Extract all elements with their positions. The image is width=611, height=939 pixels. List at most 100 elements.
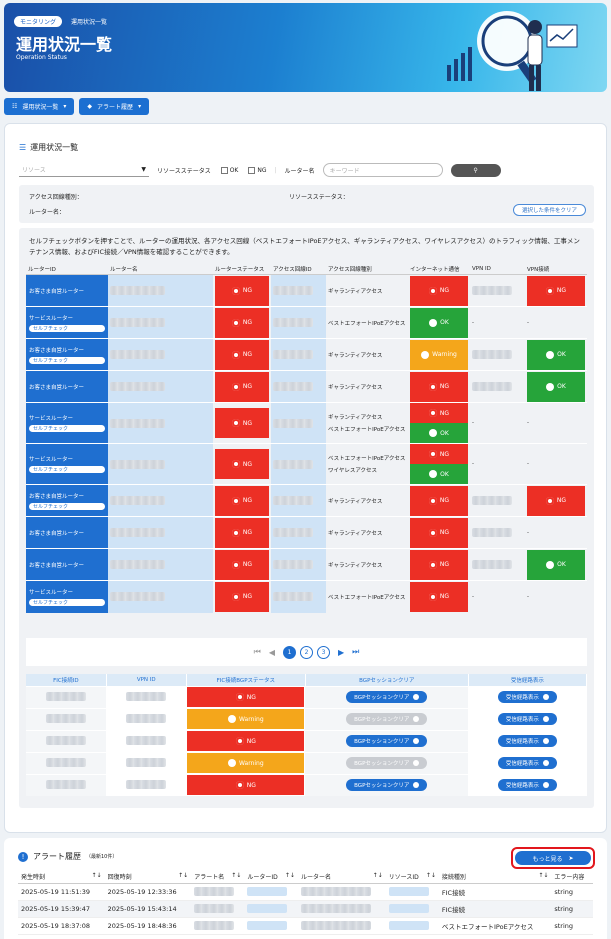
redacted-value (126, 735, 167, 745)
router-id-cell: お客さま自営ルーター (26, 274, 108, 307)
route-display-button[interactable]: 受信経路表示 (497, 691, 557, 703)
redacted-value (126, 713, 167, 723)
status-icon (231, 528, 240, 537)
column-header-label: ルーターID (247, 874, 278, 882)
clear-conditions-button[interactable]: 選択した条件をクリア (512, 204, 586, 216)
last-page-icon[interactable]: ⏭ (352, 647, 360, 656)
router-status-badge: NG (215, 408, 269, 438)
self-check-button[interactable]: セルフチェック (29, 425, 105, 432)
internet-status-badge: OK (410, 464, 468, 484)
route-display-button[interactable]: 受信経路表示 (497, 713, 557, 725)
router-id-block: サービスルーター セルフチェック (26, 312, 108, 334)
bgp-status-cell: Warning (186, 751, 306, 774)
page-2-button[interactable]: 2 (300, 645, 313, 659)
router-type: サービスルーター (29, 589, 74, 596)
nav-alert-history-button[interactable]: ◆ アラート履歴 ▾ (79, 98, 150, 115)
sort-icon[interactable]: ↑↓ (91, 872, 102, 880)
vpn-status-badge: NG (527, 485, 585, 516)
redacted-value (110, 496, 165, 505)
self-check-button[interactable]: セルフチェック (29, 598, 105, 606)
status-icon (231, 496, 240, 505)
prev-page-icon[interactable]: ◀ (268, 647, 275, 657)
internet-status-badge: OK (410, 307, 468, 338)
sort-icon[interactable]: ↑↓ (425, 872, 436, 880)
internet-status-badge: NG (410, 275, 468, 306)
next-page-icon[interactable]: ▶ (338, 647, 345, 657)
access-type-cell: ギャランティアクセス (326, 484, 408, 517)
recovered-time-cell: 2025-05-19 12:33:36 (104, 883, 192, 901)
bgp-clear-cell: BGPセッションクリア (305, 685, 469, 708)
router-id-cell: サービスルーター セルフチェック (26, 443, 108, 485)
page-1-button[interactable]: 1 (283, 645, 296, 659)
table-row: NG BGPセッションクリア 受信経路表示 (26, 773, 587, 796)
status-icon (428, 450, 437, 458)
search-icon: ⚲ (473, 166, 478, 174)
status-icon (545, 496, 554, 505)
resource-status-label: リソースステータス (157, 167, 211, 175)
redacted-value (273, 560, 313, 569)
resource-select[interactable]: リソース ▼ (19, 163, 149, 177)
self-check-button[interactable]: セルフチェック (29, 502, 105, 510)
page-3-button[interactable]: 3 (317, 645, 330, 659)
arrow-right-icon (413, 716, 420, 722)
self-check-button[interactable]: セルフチェック (29, 356, 105, 364)
access-type-text: ワイヤレスアクセス (328, 468, 378, 474)
header-illustration (447, 11, 578, 91)
router-id-cell (244, 900, 298, 918)
filter-bar: リソース ▼ リソースステータス OK NG | ルーター名 キーワード ⚲ (19, 163, 501, 177)
access-line-id-cell (271, 338, 326, 371)
self-check-button[interactable]: セルフチェック (29, 324, 105, 332)
redacted-value (273, 528, 313, 537)
router-status-cell: NG (213, 338, 271, 371)
router-name-cell (108, 516, 213, 549)
self-check-button[interactable]: セルフチェック (29, 466, 105, 473)
caret-down-icon: ▼ (141, 166, 146, 173)
redacted-value (472, 382, 512, 391)
sort-icon[interactable]: ↑↓ (372, 872, 383, 880)
fic-table: FIC接続ID VPN ID FIC接続BGPステータス BGPセッションクリア 受信経… (26, 674, 588, 796)
bgp-session-clear-button[interactable]: BGPセッションクリア (346, 779, 428, 792)
router-type: お客さま自営ルーター (29, 288, 85, 295)
access-line-id-cell (271, 484, 326, 517)
status-icon (429, 318, 438, 327)
router-id-cell: お客さま自営ルーター セルフチェック (26, 484, 108, 517)
nav-operation-status-button[interactable]: ☷ 運用状況一覧 ▾ (4, 98, 75, 115)
route-display-label: 受信経路表示 (505, 717, 539, 723)
keyword-input[interactable]: キーワード (322, 163, 443, 177)
sort-icon[interactable]: ↑↓ (231, 872, 242, 880)
table-row: お客さま自営ルーター NG ギャランティアクセス NG NG (26, 274, 587, 307)
bgp-session-clear-button[interactable]: BGPセッションクリア (346, 691, 428, 703)
route-display-cell: 受信経路表示 (468, 707, 587, 730)
vpn-connection-value: - (527, 461, 529, 467)
column-header-label: 回復時刻 (107, 874, 132, 882)
router-status-cell: NG (213, 516, 271, 549)
resource-id-cell (385, 900, 439, 918)
status-icon (428, 528, 437, 537)
resource-id-cell (385, 917, 439, 935)
more-button-frame: もっと見る ➤ (511, 847, 595, 869)
route-display-button[interactable]: 受信経路表示 (497, 735, 557, 747)
redacted-value (247, 904, 288, 913)
first-page-icon[interactable]: ⏮ (253, 647, 261, 656)
sort-icon[interactable]: ↑↓ (284, 872, 295, 880)
status-icon (546, 350, 555, 359)
more-button[interactable]: もっと見る ➤ (515, 851, 591, 865)
router-name-cell (108, 338, 213, 371)
sort-icon[interactable]: ↑↓ (178, 872, 189, 880)
router-id-cell (244, 917, 298, 935)
route-display-button[interactable]: 受信経路表示 (497, 779, 557, 792)
status-icon (545, 286, 554, 295)
breadcrumb-monitoring[interactable]: モニタリング (14, 16, 63, 27)
bgp-session-clear-button[interactable]: BGPセッションクリア (346, 735, 428, 747)
ng-checkbox[interactable] (248, 166, 256, 174)
bgp-clear-cell: BGPセッションクリア (305, 729, 469, 752)
redacted-value (110, 286, 165, 295)
arrow-right-icon (542, 738, 549, 744)
search-button[interactable]: ⚲ (450, 163, 501, 177)
route-display-button[interactable]: 受信経路表示 (497, 757, 557, 769)
vpn-connection-cell: NG (525, 484, 587, 517)
redacted-value (46, 691, 87, 701)
ok-checkbox[interactable] (220, 166, 228, 174)
sort-icon[interactable]: ↑↓ (538, 872, 549, 880)
redacted-value (46, 779, 87, 789)
